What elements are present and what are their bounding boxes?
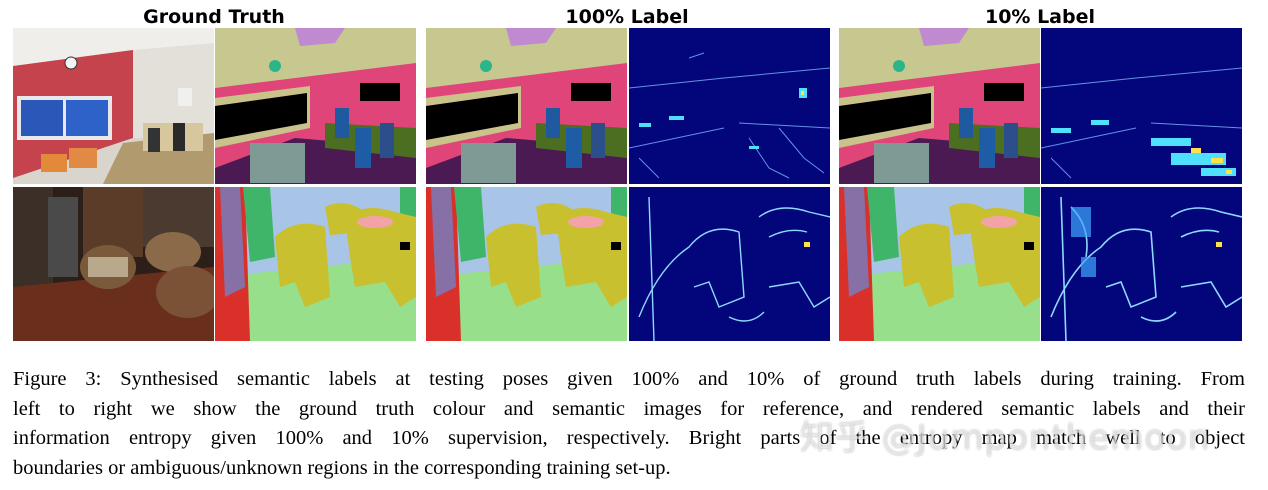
caption-line: Figure 3: Synthesised semantic labels at… [13, 368, 1245, 390]
semantic-100-room1 [426, 28, 627, 184]
semantic-100-room2 [426, 187, 627, 341]
gt-semantic-room2 [215, 187, 416, 341]
entropy-10-room2 [1041, 187, 1242, 341]
entropy-10-room1 [1041, 28, 1242, 184]
header-ground-truth: Ground Truth [143, 6, 285, 28]
gt-semantic-room1 [215, 28, 416, 184]
entropy-100-room2 [629, 187, 830, 341]
caption-line: left to right we show the ground truth c… [13, 397, 1245, 420]
semantic-10-room1 [839, 28, 1040, 184]
rgb-image-room1 [13, 28, 214, 184]
header-100-label: 100% Label [565, 6, 689, 28]
caption-line: information entropy given 100% and 10% s… [13, 427, 1245, 449]
caption-line: boundaries or ambiguous/unknown regions … [13, 456, 671, 479]
header-10-label: 10% Label [984, 6, 1096, 28]
rgb-image-room2 [13, 187, 214, 341]
semantic-10-room2 [839, 187, 1040, 341]
figure-caption: Figure 3: Synthesised semantic labels at… [13, 365, 1245, 483]
entropy-100-room1 [629, 28, 830, 184]
